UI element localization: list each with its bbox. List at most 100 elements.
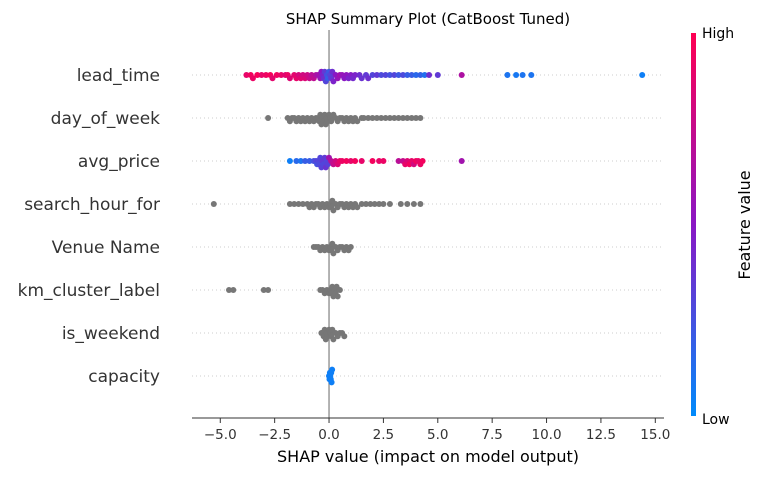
shap-point	[328, 118, 335, 125]
points-layer	[210, 68, 646, 386]
shap-point	[293, 158, 300, 164]
shap-point	[230, 287, 237, 293]
shap-point	[371, 201, 378, 207]
shap-point	[504, 72, 511, 78]
shap-point	[336, 287, 343, 293]
shap-point	[458, 158, 465, 164]
shap-point	[528, 72, 535, 78]
colorbar-high-label: High	[702, 26, 734, 42]
shap-point	[391, 115, 398, 121]
colorbar-title: Feature value	[735, 170, 754, 279]
shap-point	[400, 115, 406, 121]
shap-point	[254, 72, 261, 78]
shap-point	[417, 72, 424, 78]
shap-point	[341, 333, 348, 340]
shap-point	[360, 115, 367, 121]
shap-point	[386, 72, 393, 78]
x-axis-label: SHAP value (impact on model output)	[277, 447, 579, 466]
shap-point	[243, 72, 250, 78]
shap-point	[404, 72, 411, 78]
feature-label: day_of_week	[51, 109, 160, 129]
shap-point	[258, 72, 265, 78]
shap-point	[265, 115, 272, 121]
shap-point	[410, 201, 417, 207]
shap-point	[358, 75, 365, 82]
shap-point	[365, 115, 372, 121]
shap-point	[369, 158, 376, 164]
shap-point	[413, 72, 419, 78]
x-tick-label: 7.5	[481, 427, 502, 443]
shap-point	[330, 336, 337, 343]
shap-point	[354, 118, 361, 125]
shap-point	[397, 201, 404, 207]
colorbar	[691, 33, 696, 416]
shap-point	[434, 72, 441, 78]
shap-point	[426, 72, 433, 78]
shap-point	[358, 158, 365, 164]
shap-point	[347, 244, 354, 250]
x-tick-label: −2.5	[258, 427, 291, 443]
shap-point	[391, 72, 398, 78]
shap-point	[421, 72, 428, 78]
x-tick-label: −5.0	[204, 427, 237, 443]
feature-label: capacity	[88, 367, 160, 387]
shap-point	[343, 158, 350, 164]
shap-point	[363, 201, 369, 207]
colorbar-low-label: Low	[702, 412, 730, 428]
shap-point	[328, 379, 335, 386]
shap-point	[286, 201, 293, 207]
shap-point	[269, 75, 276, 82]
shap-point	[358, 201, 365, 207]
feature-label: Venue Name	[52, 238, 160, 258]
x-tick-label: 15.0	[640, 427, 670, 443]
shap-point	[382, 72, 389, 78]
shap-point	[263, 72, 269, 78]
shap-point	[408, 72, 415, 78]
shap-point	[513, 72, 520, 78]
shap-point	[295, 201, 302, 207]
shap-point	[382, 115, 389, 121]
shap-point	[417, 115, 424, 121]
feature-label: search_hour_for	[24, 195, 160, 215]
feature-label: avg_price	[78, 152, 160, 172]
shap-point	[417, 201, 424, 207]
shap-point	[400, 72, 406, 78]
shap-point	[395, 72, 402, 78]
shap-point	[519, 72, 526, 78]
shap-point	[369, 115, 376, 121]
shap-point	[210, 201, 217, 207]
x-tick-label: 0.0	[318, 427, 339, 443]
chart-title: SHAP Summary Plot (CatBoost Tuned)	[286, 10, 570, 28]
shap-point	[369, 72, 376, 78]
shap-point	[395, 115, 402, 121]
shap-point	[249, 75, 256, 82]
shap-point	[291, 201, 298, 207]
x-tick-label: 5.0	[427, 427, 448, 443]
shap-point	[330, 207, 337, 214]
feature-label: lead_time	[77, 66, 160, 86]
shap-point	[404, 115, 411, 121]
shap-point	[260, 287, 267, 293]
shap-point	[330, 250, 337, 257]
shap-point	[299, 201, 306, 207]
shap-point	[380, 158, 387, 164]
shap-point	[458, 72, 465, 78]
feature-label: is_weekend	[62, 324, 160, 344]
shap-point	[404, 201, 411, 207]
shap-point	[273, 72, 280, 78]
shap-point	[376, 158, 383, 164]
x-tick-label: 2.5	[373, 427, 394, 443]
shap-point	[334, 293, 341, 300]
shap-point	[639, 72, 646, 78]
shap-point	[286, 75, 293, 82]
x-ticks: −5.0 −2.5 0.0 2.5 5.0 7.5 10.0 12.5 15.0	[204, 418, 670, 443]
shap-point	[330, 78, 337, 85]
shap-point	[329, 366, 336, 373]
shap-point	[419, 158, 426, 164]
shap-point	[286, 158, 293, 164]
shap-point	[378, 115, 385, 121]
shap-point	[302, 158, 309, 164]
feature-label: km_cluster_label	[18, 281, 160, 301]
